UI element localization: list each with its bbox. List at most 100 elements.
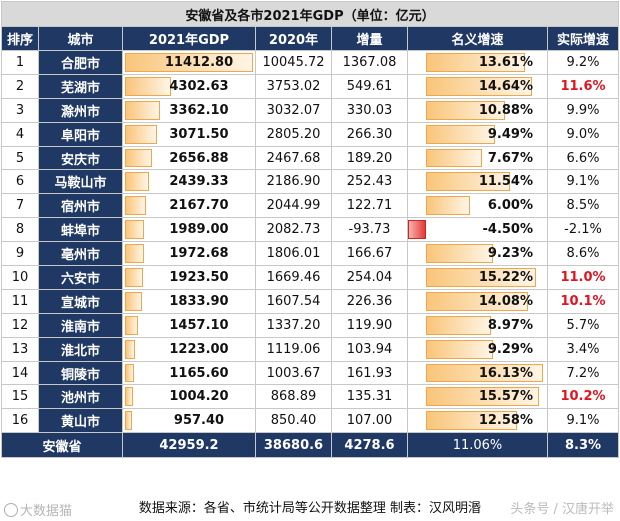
- nominal-growth-bar: [426, 53, 525, 72]
- increment-cell: 122.71: [331, 193, 408, 219]
- table-row: 13 淮北市 1223.00 1119.06 103.94 9.29% 3.4%: [1, 336, 620, 362]
- rank-cell: 16: [1, 408, 39, 434]
- nominal-growth-bar: [426, 268, 537, 287]
- total-increment: 4278.6: [331, 432, 408, 459]
- table-row: 4 阜阳市 3071.50 2805.20 266.30 9.49% 9.0%: [1, 121, 620, 147]
- nominal-growth-value: 10.88%: [478, 102, 533, 118]
- city-cell: 黄山市: [38, 408, 123, 434]
- gdp-bar: [125, 196, 147, 216]
- gdp-2020-cell: 1003.67: [255, 360, 332, 386]
- city-cell: 蚌埠市: [38, 217, 123, 243]
- table-row: 14 铜陵市 1165.60 1003.67 161.93 16.13% 7.2%: [1, 360, 620, 386]
- gdp-2020-cell: 1119.06: [255, 336, 332, 362]
- watermark-left: 大数据猫: [4, 503, 72, 519]
- nominal-growth-bar: [426, 291, 529, 311]
- gdp-2021-value: 4302.63: [169, 78, 229, 94]
- gdp-2021-cell: 1972.68: [122, 241, 256, 267]
- increment-cell: 226.36: [331, 288, 408, 314]
- real-growth-cell: 9.0%: [546, 121, 620, 147]
- gdp-2021-value: 957.40: [173, 413, 225, 429]
- gdp-2021-value: 1004.20: [169, 389, 229, 405]
- gdp-bar: [125, 100, 160, 120]
- nominal-growth-bar: [426, 363, 543, 383]
- total-row: 安徽省 42959.2 38680.6 4278.6 11.06% 8.3%: [1, 432, 620, 459]
- rank-cell: 13: [1, 336, 39, 362]
- nominal-growth-cell: 9.23%: [407, 241, 548, 267]
- table-row: 1 合肥市 11412.80 10045.72 1367.08 13.61% 9.2%: [1, 50, 620, 75]
- increment-cell: 107.00: [331, 408, 408, 434]
- header-nominal-growth: 名义增速: [407, 26, 548, 51]
- gdp-2021-value: 3071.50: [169, 126, 229, 142]
- table-title: 安徽省及各市2021年GDP（单位：亿元）: [0, 1, 620, 27]
- gdp-2021-value: 2167.70: [169, 198, 229, 214]
- table-row: 2 芜湖市 4302.63 3753.02 549.61 14.64% 11.6%: [1, 73, 620, 99]
- nominal-growth-value: -4.50%: [482, 222, 534, 238]
- increment-cell: 252.43: [331, 169, 408, 195]
- header-increment: 增量: [331, 26, 408, 51]
- total-gdp-2020: 38680.6: [255, 432, 332, 459]
- gdp-2021-value: 1223.00: [169, 341, 229, 357]
- nominal-growth-value: 13.61%: [478, 54, 533, 70]
- gdp-bar: [125, 124, 157, 144]
- real-growth-cell: 3.4%: [546, 336, 620, 362]
- gdp-2021-cell: 11412.80: [122, 50, 256, 75]
- city-cell: 淮南市: [38, 312, 123, 338]
- nominal-growth-value: 9.29%: [487, 341, 533, 357]
- rank-cell: 6: [1, 169, 39, 195]
- gdp-2021-value: 2439.33: [169, 174, 229, 190]
- gdp-table: 安徽省及各市2021年GDP（单位：亿元） 排序 城市 2021年GDP 202…: [0, 1, 620, 459]
- nominal-growth-cell: 11.54%: [407, 169, 548, 195]
- nominal-growth-bar: [426, 339, 494, 359]
- nominal-growth-value: 15.22%: [478, 269, 533, 285]
- gdp-2020-cell: 2082.73: [255, 217, 332, 243]
- nominal-growth-bar: [408, 220, 426, 240]
- gdp-2021-cell: 1165.60: [122, 360, 256, 386]
- nominal-growth-value: 9.23%: [487, 246, 533, 262]
- gdp-2020-cell: 1607.54: [255, 288, 332, 314]
- real-growth-cell: 10.2%: [546, 384, 620, 410]
- gdp-2020-cell: 1669.46: [255, 265, 332, 290]
- city-cell: 滁州市: [38, 97, 123, 123]
- city-cell: 阜阳市: [38, 121, 123, 147]
- nominal-growth-cell: 8.97%: [407, 312, 548, 338]
- table-row: 11 宣城市 1833.90 1607.54 226.36 14.08% 10.1%: [1, 288, 620, 314]
- gdp-2020-cell: 2467.68: [255, 145, 332, 171]
- nominal-growth-bar: [426, 411, 518, 431]
- city-cell: 芜湖市: [38, 73, 123, 99]
- gdp-2020-cell: 2186.90: [255, 169, 332, 195]
- nominal-growth-cell: 7.67%: [407, 145, 548, 171]
- gdp-2021-cell: 1923.50: [122, 265, 256, 290]
- header-rank: 排序: [1, 26, 39, 51]
- city-cell: 马鞍山市: [38, 169, 123, 195]
- total-real-growth: 8.3%: [546, 432, 620, 459]
- nominal-growth-bar: [426, 244, 493, 264]
- table-row: 6 马鞍山市 2439.33 2186.90 252.43 11.54% 9.1%: [1, 169, 620, 195]
- rank-cell: 9: [1, 241, 39, 267]
- table-row: 7 宿州市 2167.70 2044.99 122.71 6.00% 8.5%: [1, 193, 620, 219]
- table-body: 1 合肥市 11412.80 10045.72 1367.08 13.61% 9.2% 2 芜湖…: [1, 50, 620, 434]
- nominal-growth-bar: [426, 315, 492, 335]
- rank-cell: 3: [1, 97, 39, 123]
- gdp-bar: [125, 387, 133, 407]
- gdp-2021-cell: 2656.88: [122, 145, 256, 171]
- nominal-growth-bar: [426, 196, 470, 216]
- gdp-2021-cell: 2439.33: [122, 169, 256, 195]
- real-growth-cell: 7.2%: [546, 360, 620, 386]
- rank-cell: 5: [1, 145, 39, 171]
- real-growth-cell: 9.2%: [546, 50, 620, 75]
- nominal-growth-bar: [426, 148, 482, 168]
- gdp-2021-value: 1989.00: [169, 222, 229, 238]
- city-cell: 宣城市: [38, 288, 123, 314]
- gdp-2021-cell: 3071.50: [122, 121, 256, 147]
- city-cell: 亳州市: [38, 241, 123, 267]
- gdp-2021-value: 11412.80: [164, 54, 234, 70]
- increment-cell: 166.67: [331, 241, 408, 267]
- rank-cell: 14: [1, 360, 39, 386]
- gdp-2020-cell: 850.40: [255, 408, 332, 434]
- increment-cell: 119.90: [331, 312, 408, 338]
- header-real-growth: 实际增速: [546, 26, 620, 51]
- gdp-2020-cell: 1806.01: [255, 241, 332, 267]
- gdp-2021-value: 1972.68: [169, 246, 229, 262]
- rank-cell: 4: [1, 121, 39, 147]
- gdp-bar: [125, 315, 138, 335]
